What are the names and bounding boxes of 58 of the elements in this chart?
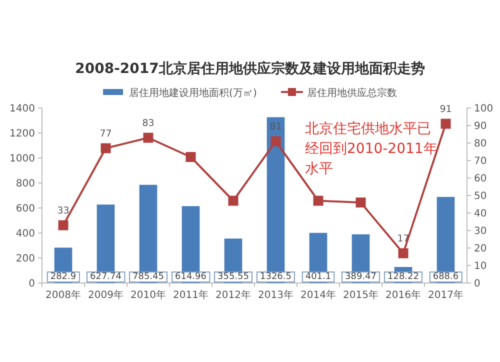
x-tick-label: 2012年 — [216, 289, 251, 301]
data-label: 1326.5 — [260, 272, 292, 282]
y2-tick-label: 80 — [474, 138, 487, 150]
point — [143, 132, 154, 143]
point — [186, 152, 196, 162]
legend-label: 居住用地供应总宗数 — [306, 87, 397, 99]
x-tick-label: 2010年 — [130, 289, 166, 301]
x-tick-label: 2014年 — [300, 289, 336, 301]
y-tick-label: 1400 — [10, 104, 35, 114]
y-tick-label: 0 — [28, 278, 35, 290]
y2-tick-label: 70 — [474, 156, 487, 167]
y2-tick-label: 30 — [474, 226, 487, 237]
y2-tick-label: 100 — [474, 104, 494, 114]
data-label: 83 — [142, 118, 154, 129]
x-tick-label: 2008年 — [46, 289, 81, 301]
y2-tick-label: 0 — [474, 278, 480, 290]
x-tick-label: 2017年 — [428, 289, 464, 301]
data-label: 389.47 — [345, 272, 376, 282]
point — [58, 220, 68, 230]
x-tick-label: 2016年 — [386, 289, 421, 301]
y2-tick-label: 60 — [474, 174, 487, 184]
x-tick-label: 2015年 — [343, 289, 378, 301]
data-label: 33 — [57, 205, 70, 216]
data-label: 77 — [100, 128, 112, 140]
data-label: 627.74 — [90, 272, 122, 282]
data-label: 128.22 — [388, 272, 419, 282]
y-tick-label: 600 — [16, 204, 35, 214]
annotation: 北京住宅供地水平已经回到2010-2011年水平 — [305, 121, 438, 177]
y2-tick-label: 50 — [474, 191, 487, 202]
y-tick-label: 200 — [16, 254, 35, 264]
point — [228, 196, 238, 206]
chart-title: 2008-2017北京居住用地供应宗数及建设用地面积走势 — [75, 60, 425, 77]
data-label: 282.9 — [50, 272, 76, 282]
y-tick-label: 1200 — [10, 128, 35, 140]
point — [398, 248, 408, 258]
data-label: 688.6 — [432, 272, 459, 282]
data-label: 81 — [270, 121, 282, 132]
point — [313, 196, 324, 206]
y2-tick-label: 10 — [474, 261, 487, 272]
x-tick-label: 2009年 — [88, 289, 124, 301]
point — [440, 118, 451, 129]
point — [100, 143, 111, 154]
data-label: 355.55 — [218, 272, 249, 282]
data-label: 91 — [440, 104, 452, 115]
data-label: 614.96 — [175, 272, 207, 282]
x-tick-label: 2011年 — [173, 289, 208, 301]
x-tick-label: 2013年 — [258, 289, 294, 301]
y-tick-label: 400 — [16, 228, 35, 240]
y2-tick-label: 20 — [474, 244, 487, 254]
y-tick-label: 800 — [16, 178, 35, 190]
data-label: 785.45 — [132, 272, 164, 282]
y2-tick-label: 40 — [474, 208, 487, 220]
y2-tick-label: 90 — [474, 121, 487, 132]
point — [270, 136, 281, 146]
data-label: 401.1 — [305, 272, 332, 282]
y-tick-label: 1000 — [10, 154, 35, 164]
point — [356, 198, 366, 208]
legend-label: 居住用地建设用地面积(万㎡) — [129, 87, 257, 99]
